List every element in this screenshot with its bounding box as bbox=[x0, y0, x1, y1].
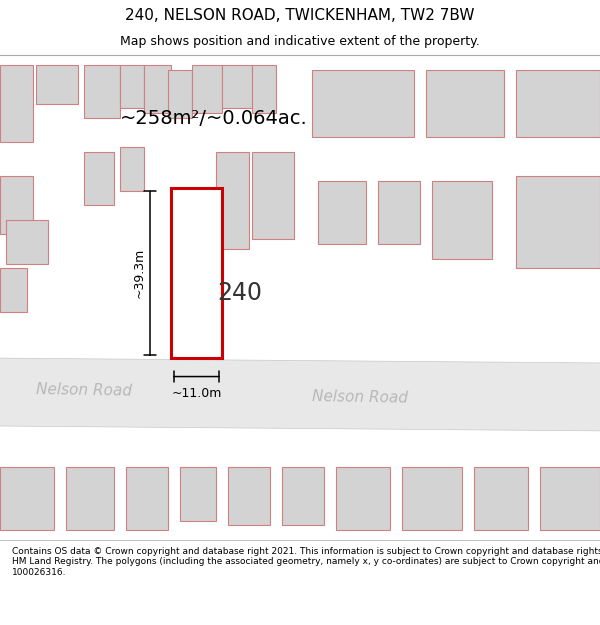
Bar bbox=[318, 181, 366, 244]
Text: ~11.0m: ~11.0m bbox=[172, 388, 221, 400]
Text: ~258m²/~0.064ac.: ~258m²/~0.064ac. bbox=[120, 109, 308, 127]
Bar bbox=[126, 468, 168, 530]
Bar bbox=[426, 69, 504, 138]
Text: Nelson Road: Nelson Road bbox=[36, 382, 132, 399]
Bar bbox=[312, 69, 414, 138]
Text: Map shows position and indicative extent of the property.: Map shows position and indicative extent… bbox=[120, 35, 480, 48]
Bar bbox=[252, 152, 294, 239]
Bar bbox=[84, 65, 120, 118]
Bar bbox=[66, 468, 114, 530]
Bar bbox=[168, 69, 192, 118]
Bar bbox=[336, 468, 390, 530]
Bar bbox=[228, 468, 270, 526]
Bar bbox=[144, 65, 171, 113]
Bar bbox=[282, 468, 324, 526]
Bar bbox=[0, 65, 33, 142]
Bar bbox=[216, 152, 249, 249]
Bar bbox=[120, 147, 144, 191]
Text: 240, NELSON ROAD, TWICKENHAM, TW2 7BW: 240, NELSON ROAD, TWICKENHAM, TW2 7BW bbox=[125, 8, 475, 23]
Bar bbox=[180, 468, 216, 521]
Text: ~39.3m: ~39.3m bbox=[132, 248, 145, 298]
Bar bbox=[0, 176, 33, 234]
Bar bbox=[516, 69, 600, 138]
Bar bbox=[222, 65, 252, 108]
Bar bbox=[540, 468, 600, 530]
Polygon shape bbox=[0, 358, 600, 431]
Text: Nelson Road: Nelson Road bbox=[312, 389, 408, 405]
Text: 240: 240 bbox=[218, 281, 263, 304]
Bar bbox=[516, 176, 600, 268]
Bar bbox=[192, 65, 222, 113]
Bar bbox=[0, 268, 27, 312]
Bar bbox=[432, 181, 492, 259]
Bar bbox=[378, 181, 420, 244]
Bar bbox=[474, 468, 528, 530]
Bar bbox=[252, 65, 276, 113]
Bar bbox=[0, 468, 54, 530]
Text: Contains OS data © Crown copyright and database right 2021. This information is : Contains OS data © Crown copyright and d… bbox=[12, 547, 600, 577]
Bar bbox=[6, 220, 48, 264]
Bar bbox=[120, 65, 144, 108]
Bar bbox=[84, 152, 114, 206]
Bar bbox=[402, 468, 462, 530]
Bar bbox=[171, 188, 222, 358]
Bar bbox=[36, 65, 78, 104]
